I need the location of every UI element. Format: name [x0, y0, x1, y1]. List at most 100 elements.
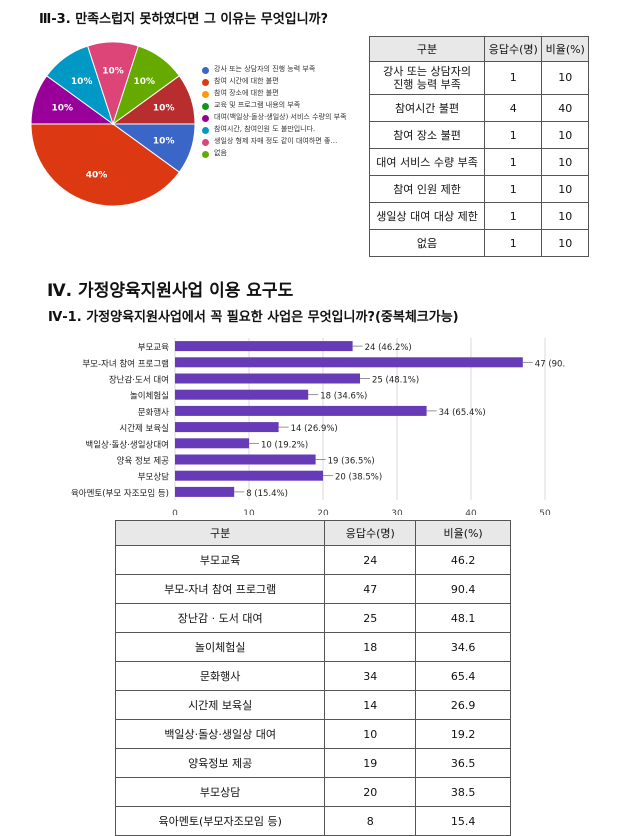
bar: [175, 405, 427, 416]
legend-item: 강사 또는 상담자의 진행 능력 부족: [202, 65, 362, 74]
y-tick-label: 장난감·도서 대여: [109, 375, 169, 386]
question-4-1-title: Ⅳ-1. 가정양육지원사업에서 꼭 필요한 사업은 무엇입니까?(중복체크가능): [48, 310, 459, 325]
legend-swatch: [202, 67, 209, 74]
pie-slice: [111, 75, 196, 125]
legend-item: 대여(백일상·돌상·생일상) 서비스 수량의 부족: [202, 113, 362, 122]
pie-slice-label: 10%: [71, 77, 93, 87]
table-cell: 1: [484, 229, 543, 257]
table-row: 참여 인원 제한 1 10: [368, 175, 589, 203]
legend-item: 생일상 형제 자매 정도 같이 대여하면 좋…: [202, 137, 362, 146]
table-cell-label: 시간제 보육실: [114, 690, 326, 720]
legend-item: 참여 장소에 대한 불편: [202, 89, 362, 98]
y-tick-label: 문화행사: [138, 407, 169, 418]
table-row: 부모-자녀 참여 프로그램 47 90.4: [114, 574, 511, 604]
x-tick-label: 0: [172, 509, 178, 515]
table-row: 참여시간 불편 4 40: [368, 94, 589, 122]
legend-swatch: [202, 115, 209, 122]
table-cell-label: 장난감 · 도서 대여: [114, 603, 326, 633]
legend-label: 참여시간, 참여인원 도 불만입니다.: [214, 125, 316, 133]
table-cell: 26.9: [415, 690, 511, 720]
table-cell-label: 육아멘토(부모자조모임 등): [114, 806, 326, 836]
table-cell-label: 양육정보 제공: [114, 748, 326, 778]
table-row: 육아멘토(부모자조모임 등) 8 15.4: [114, 806, 511, 836]
pie-chart: 10% 40% 10% 10% 10% 10% 10%: [30, 41, 196, 207]
y-tick-label: 놀이체험실: [130, 391, 169, 402]
legend-item: 없음: [202, 149, 362, 158]
legend-item: 교육 및 프로그램 내용의 부족: [202, 101, 362, 110]
table-cell-label: 강사 또는 상담자의 진행 능력 부족: [368, 61, 486, 95]
table-cell: 24: [324, 545, 417, 575]
needs-table: 구분 응답수(명) 비율(%) 부모교육 24 46.2 부모-자녀 참여 프로그램 4…: [114, 520, 511, 836]
table-row: 부모상담 20 38.5: [114, 777, 511, 807]
data-label: 20 (38.5%): [335, 473, 382, 483]
y-tick-label: 백일상·돌상·생일상대여: [85, 439, 169, 450]
table-cell-label: 부모상담: [114, 777, 326, 807]
table-row: 대여 서비스 수량 부족 1 10: [368, 148, 589, 176]
table-cell: 25: [324, 603, 417, 633]
table-cell-label: 생일상 대여 대상 제한: [368, 202, 486, 230]
section4-title: Ⅳ. 가정양육지원사업 이용 요구도: [47, 281, 294, 301]
table-cell: 1: [484, 61, 543, 95]
table-header: 응답수(명): [324, 520, 417, 546]
bar: [175, 373, 360, 384]
table-header: 비율(%): [541, 36, 589, 62]
table-cell: 1: [484, 121, 543, 149]
pie-slice-label: 10%: [153, 104, 175, 114]
table-row: 시간제 보육실 14 26.9: [114, 690, 511, 720]
table-cell: 38.5: [415, 777, 511, 807]
table-cell: 8: [324, 806, 417, 836]
reason-table: 구분 응답수(명) 비율(%) 강사 또는 상담자의 진행 능력 부족 1 10 …: [368, 36, 589, 257]
legend-label: 교육 및 프로그램 내용의 부족: [214, 101, 301, 109]
data-label: 10 (19.2%): [261, 440, 308, 450]
legend-label: 생일상 형제 자매 정도 같이 대여하면 좋…: [214, 137, 338, 145]
table-cell: 40: [541, 94, 589, 122]
table-cell-label: 백일상·돌상·생일상 대여: [114, 719, 326, 749]
pie-slice: [30, 123, 181, 207]
legend-label: 참여 시간에 대한 불편: [214, 77, 279, 85]
pie-slice-label: 10%: [52, 104, 74, 114]
table-cell: 34.6: [415, 632, 511, 662]
table-cell: 10: [541, 202, 589, 230]
y-tick-label: 시간제 보육실: [119, 423, 169, 434]
legend-item: 참여시간, 참여인원 도 불만입니다.: [202, 125, 362, 134]
bar-chart: 0 10 20 30 40 50 부모교육 24 (46.2%) 부모-자녀 참여 프로그램 47…: [71, 338, 565, 515]
legend-swatch: [202, 139, 209, 146]
bar: [175, 341, 353, 352]
table-cell: 14: [324, 690, 417, 720]
bar: [175, 438, 249, 449]
bar: [175, 486, 235, 497]
table-row: 놀이체험실 18 34.6: [114, 632, 511, 662]
bar: [175, 357, 523, 368]
label-line: 강사 또는 상담자의: [383, 64, 472, 78]
table-cell-label: 참여 인원 제한: [368, 175, 486, 203]
data-label: 19 (36.5%): [328, 457, 375, 467]
table-header: 응답수(명): [484, 36, 543, 62]
table-cell-label: 부모-자녀 참여 프로그램: [114, 574, 326, 604]
data-label: 34 (65.4%): [439, 408, 486, 418]
table-cell: 18: [324, 632, 417, 662]
data-label: 47 (90.4%): [535, 359, 565, 369]
x-tick-label: 50: [539, 509, 551, 515]
table-cell: 1: [484, 175, 543, 203]
legend-swatch: [202, 91, 209, 98]
data-label: 25 (48.1%): [372, 376, 419, 386]
table-cell: 1: [484, 202, 543, 230]
table-row: 생일상 대여 대상 제한 1 10: [368, 202, 589, 230]
table-cell: 1: [484, 148, 543, 176]
legend-label: 없음: [214, 149, 227, 157]
y-tick-label: 부모상담: [138, 472, 169, 483]
table-cell-label: 없음: [368, 229, 486, 257]
table-row: 참여 장소 불편 1 10: [368, 121, 589, 149]
table-cell-label: 문화행사: [114, 661, 326, 691]
table-row: 양육정보 제공 19 36.5: [114, 748, 511, 778]
table-row: 강사 또는 상담자의 진행 능력 부족 1 10: [368, 61, 589, 95]
x-tick-label: 10: [243, 509, 255, 515]
table-cell: 19: [324, 748, 417, 778]
table-cell: 36.5: [415, 748, 511, 778]
y-tick-label: 부모-자녀 참여 프로그램: [82, 358, 169, 369]
table-cell-label: 참여시간 불편: [368, 94, 486, 122]
bar: [175, 389, 309, 400]
table-cell: 46.2: [415, 545, 511, 575]
table-cell-label: 참여 장소 불편: [368, 121, 486, 149]
